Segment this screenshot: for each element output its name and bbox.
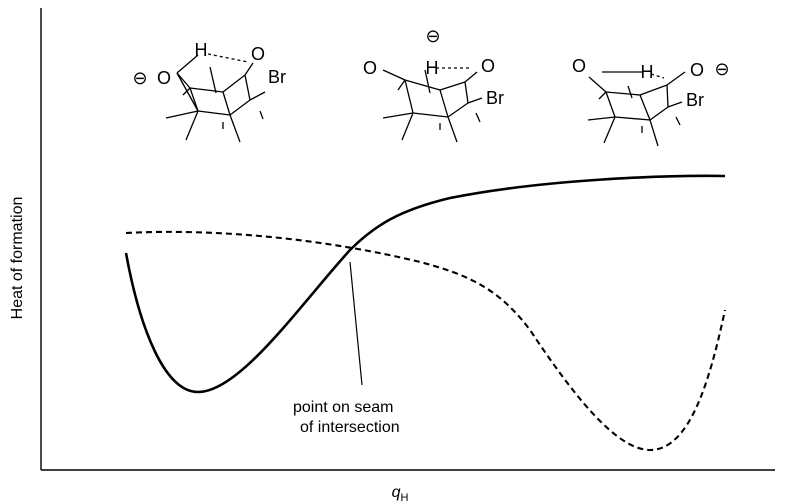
structure-2: [382, 67, 483, 143]
structure-2-atom-o-right: O: [481, 56, 495, 76]
dashed-curve: [125, 230, 727, 452]
structure-1-atom-o-right: O: [251, 44, 265, 64]
structure-2-charge: ⊖: [425, 26, 440, 46]
structure-1: [165, 53, 266, 143]
y-axis-label: Heat of formation: [9, 197, 26, 320]
annotation-line-2: of intersection: [300, 419, 400, 436]
structure-1-atom-br: Br: [268, 67, 286, 87]
annotation-line-1: point on seam: [293, 399, 394, 416]
x-axis-label: qH: [392, 484, 409, 503]
structure-3-atom-o-left: O: [572, 56, 586, 76]
structure-1-atom-o-left: O: [157, 68, 171, 88]
structure-2-atom-br: Br: [486, 88, 504, 108]
x-axis-label-main: q: [392, 484, 401, 501]
structure-3: [587, 71, 686, 147]
structure-3-atom-br: Br: [686, 90, 704, 110]
structure-2-atom-o-left: O: [363, 58, 377, 78]
solid-curve: [124, 174, 726, 394]
structure-3-atom-o-right: O: [690, 60, 704, 80]
seam-pointer-line: [349, 261, 363, 386]
structure-2-atom-h: H: [426, 58, 439, 78]
structure-3-charge: ⊖: [714, 59, 729, 79]
structure-3-atom-h: H: [641, 62, 654, 82]
structure-1-charge: ⊖: [132, 68, 147, 88]
x-axis-label-sub: H: [400, 492, 408, 503]
structure-1-atom-h: H: [195, 40, 208, 60]
